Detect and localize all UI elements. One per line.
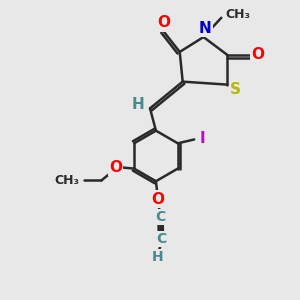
Text: O: O [251,47,264,62]
Text: H: H [131,97,144,112]
Text: I: I [200,131,205,146]
Text: O: O [151,191,164,206]
Text: CH₃: CH₃ [225,8,250,21]
Text: C: C [155,210,166,224]
Text: O: O [157,15,170,30]
Text: S: S [230,82,241,97]
Text: O: O [109,160,122,175]
Text: C: C [156,232,166,246]
Text: H: H [152,250,163,264]
Text: CH₃: CH₃ [54,174,79,187]
Text: N: N [199,21,212,36]
